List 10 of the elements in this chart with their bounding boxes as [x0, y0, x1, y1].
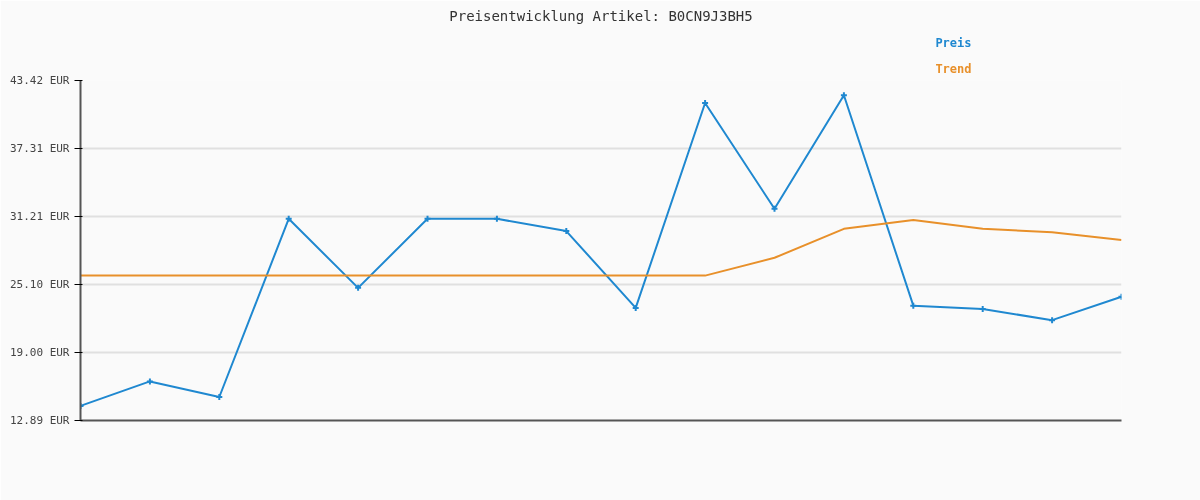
chart-title: Preisentwicklung Artikel: B0CN9J3BH5 [449, 7, 753, 24]
y-tick-label: 37.31 EUR [9, 142, 70, 156]
y-tick-label: 19.00 EUR [9, 345, 70, 359]
y-tick-label: 25.10 EUR [9, 278, 70, 292]
y-tick-label: 43.42 EUR [9, 74, 70, 87]
text: Trend [935, 61, 972, 76]
y-tick-label: 31.21 EUR [9, 209, 70, 223]
text: Preis [935, 35, 972, 50]
y-tick-label: 12.89 EUR [9, 414, 70, 427]
line-series [80, 218, 1122, 277]
